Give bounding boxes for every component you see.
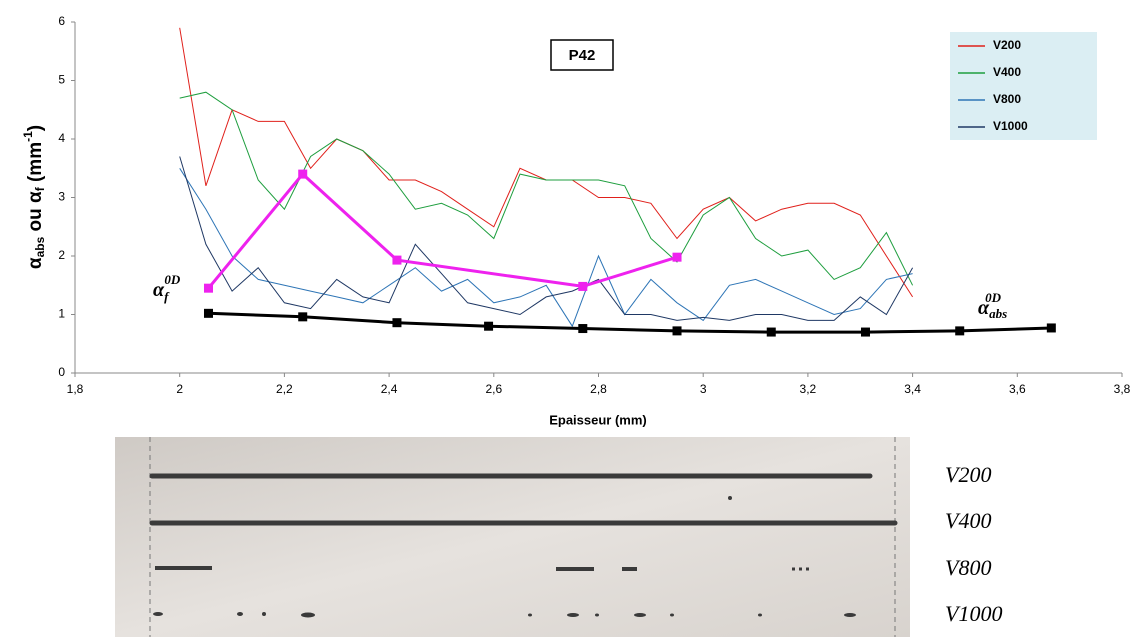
annotation: αabs0D — [978, 290, 1007, 321]
y-tick-label: 4 — [58, 131, 65, 145]
x-tick-label: 1,8 — [67, 382, 84, 396]
annotation-part: α — [153, 279, 165, 301]
marker — [672, 252, 682, 262]
y-label-part: α — [25, 257, 46, 269]
legend-label: V400 — [993, 65, 1021, 79]
chart-title: P42 — [569, 47, 596, 64]
marker — [955, 326, 965, 336]
marker — [484, 321, 494, 331]
marker — [1046, 323, 1056, 333]
series-line — [179, 168, 913, 328]
series-line — [179, 156, 914, 321]
y-axis-label: αabs ou αf (mm-1) — [21, 125, 47, 269]
y-label-part: ) — [25, 125, 46, 131]
annotation-part: 0D — [985, 290, 1002, 305]
marker — [860, 327, 870, 337]
legend-label: V200 — [993, 38, 1021, 52]
series-line — [208, 311, 1052, 334]
legend-label: V1000 — [993, 119, 1028, 133]
annotation-part: f — [164, 289, 170, 304]
x-tick-label: 2 — [176, 382, 183, 396]
x-tick-label: 2,4 — [381, 382, 398, 396]
x-tick-label: 2,6 — [485, 382, 502, 396]
x-tick-label: 3,6 — [1009, 382, 1026, 396]
y-tick-label: 5 — [58, 73, 65, 87]
marker — [392, 318, 402, 328]
marker — [203, 308, 213, 318]
y-label-part: abs — [33, 236, 47, 257]
marker — [203, 283, 213, 293]
x-tick-label: 2,8 — [590, 382, 607, 396]
marker — [392, 255, 402, 265]
image-label: V800 — [945, 555, 991, 580]
y-label-part: -1 — [21, 131, 35, 142]
series-line — [179, 27, 914, 298]
y-label-part: ou α — [25, 191, 46, 237]
y-tick-label: 1 — [58, 307, 65, 321]
y-label-part: f — [33, 186, 47, 191]
annotation-part: abs — [989, 306, 1007, 321]
annotation-part: α — [978, 297, 990, 319]
y-label-part: (mm — [25, 142, 46, 187]
image-label: V200 — [945, 462, 991, 487]
x-tick-label: 3 — [700, 382, 707, 396]
marker — [766, 327, 776, 337]
y-tick-label: 2 — [58, 248, 65, 262]
y-tick-label: 3 — [58, 190, 65, 204]
legend — [950, 32, 1097, 140]
marker — [578, 281, 588, 291]
marker — [298, 169, 308, 179]
photo — [115, 437, 910, 637]
x-tick-label: 3,2 — [800, 382, 817, 396]
marker — [578, 324, 588, 334]
x-tick-label: 3,4 — [904, 382, 921, 396]
x-tick-label: 2,2 — [276, 382, 293, 396]
y-tick-label: 6 — [58, 14, 65, 28]
legend-label: V800 — [993, 92, 1021, 106]
image-label: V1000 — [945, 601, 1002, 626]
image-label: V400 — [945, 508, 991, 533]
x-tick-label: 3,8 — [1114, 382, 1131, 396]
annotation: αf 0D — [153, 272, 181, 304]
annotation-part: 0D — [164, 272, 181, 287]
marker — [672, 326, 682, 336]
series-line — [207, 171, 678, 290]
title-box — [550, 39, 614, 71]
marker — [298, 312, 308, 322]
y-tick-label: 0 — [58, 365, 65, 379]
x-axis-label: Epaisseur (mm) — [549, 412, 647, 427]
